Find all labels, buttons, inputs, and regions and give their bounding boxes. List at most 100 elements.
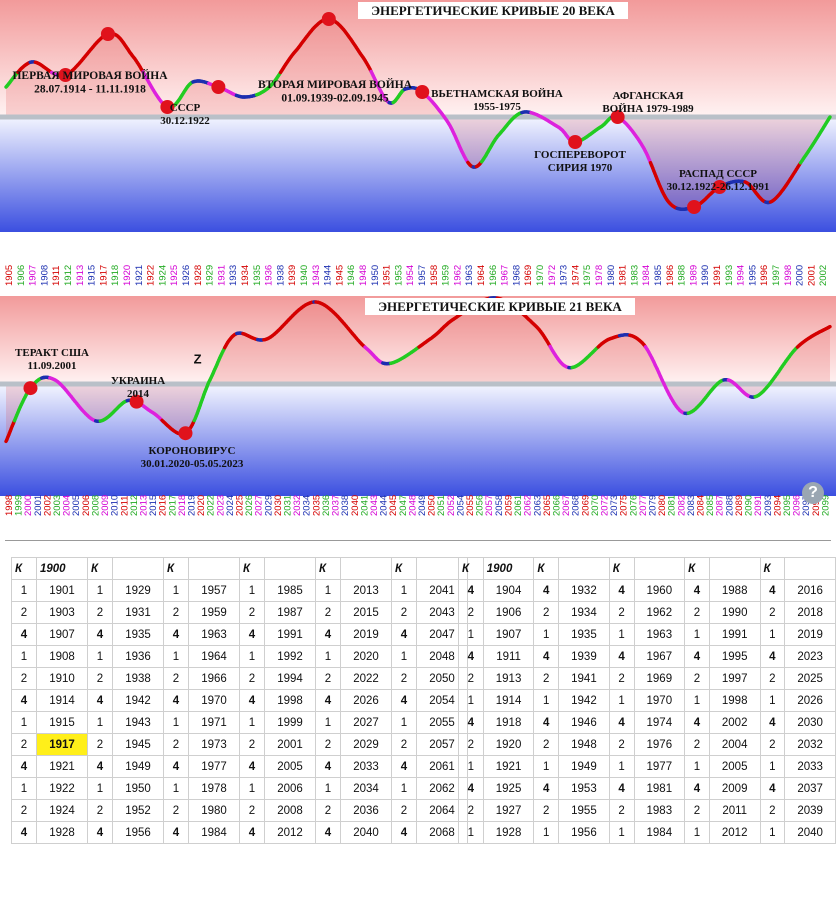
right-table-cell: 1990 — [708, 601, 761, 624]
left-table-cell: 4 — [391, 821, 417, 844]
right-table-cell: 2009 — [708, 777, 761, 800]
left-table-cell: 1970 — [188, 689, 240, 712]
right-table-cell: 2026 — [784, 689, 836, 712]
left-table-cell: 4 — [11, 821, 37, 844]
right-table-row: 2 1906 2 1934 2 1962 2 1990 2 2018 — [458, 601, 836, 624]
right-table-cell: 1927 — [482, 799, 535, 822]
x-tick-label: 1913 — [75, 265, 86, 286]
right-table-cell: 1991 — [708, 623, 761, 646]
left-table-cell: 1991 — [264, 623, 316, 646]
right-table-cell: 2 — [759, 733, 786, 756]
x-tick-label: 2018 — [177, 495, 188, 516]
left-table-cell: 1910 — [36, 667, 88, 690]
left-table-header-cell: К — [239, 557, 265, 580]
x-tick-label: 2017 — [167, 495, 178, 516]
right-table-cell: 1974 — [633, 711, 686, 734]
event-label: ВТОРАЯ МИРОВАЯ ВОЙНА — [258, 77, 413, 91]
right-table-cell: 1939 — [558, 645, 610, 668]
right-table-cell: 2023 — [784, 645, 836, 668]
left-table-row: 1 1901 1 1929 1 1957 1 1985 1 2013 1 2041 — [11, 579, 468, 602]
x-tick-label: 2080 — [657, 495, 668, 516]
event-label: ПЕРВАЯ МИРОВАЯ ВОЙНА — [12, 68, 168, 82]
left-table-cell: 2055 — [416, 711, 468, 734]
x-tick-label: 1921 — [134, 265, 145, 286]
left-table-cell: 1921 — [36, 755, 88, 778]
x-tick-label: 2088 — [724, 495, 735, 516]
x-tick-label: 1926 — [181, 265, 192, 286]
right-table-cell: 4 — [759, 579, 786, 602]
right-table-cell: 1 — [759, 689, 786, 712]
right-table-cell: 1934 — [558, 601, 610, 624]
left-table-cell: 1952 — [112, 799, 164, 822]
x-tick-label: 1929 — [205, 265, 216, 286]
left-table-cell: 1 — [239, 645, 265, 668]
x-tick-label: 1973 — [559, 265, 570, 286]
right-table-cell: 1928 — [482, 821, 535, 844]
x-tick-label: 2010 — [110, 495, 121, 516]
left-table-cell: 1 — [391, 645, 417, 668]
right-table-cell: 2 — [608, 601, 635, 624]
x-tick-label: 1998 — [783, 265, 794, 286]
left-table-cell: 2027 — [340, 711, 392, 734]
help-icon[interactable]: ? — [802, 482, 824, 504]
left-table-row: 2 1917 2 1945 2 1973 2 2001 2 2029 2 2057 — [11, 733, 468, 756]
x-tick-label: 1963 — [464, 265, 475, 286]
right-table-cell: 4 — [458, 645, 484, 668]
right-table-cell: 2 — [458, 601, 484, 624]
left-table-cell: 1 — [11, 777, 37, 800]
right-table-row: 1 1928 1 1956 1 1984 1 2012 1 2040 — [458, 821, 836, 844]
event-label: УКРАИНА — [111, 375, 165, 387]
left-table-cell: 1901 — [36, 579, 88, 602]
right-table-row: 4 1911 4 1939 4 1967 4 1995 4 2023 — [458, 645, 836, 668]
left-table-cell: 1956 — [112, 821, 164, 844]
left-table-row: 4 1914 4 1942 4 1970 4 1998 4 2026 4 2054 — [11, 689, 468, 712]
x-tick-label: 1948 — [358, 265, 369, 286]
x-tick-label: 2077 — [638, 495, 649, 516]
right-table-row: 1 1907 1 1935 1 1963 1 1991 1 2019 — [458, 623, 836, 646]
x-tick-label: 1958 — [429, 265, 440, 286]
event-date: 11.09.2001 — [28, 360, 77, 372]
x-tick-label: 2065 — [542, 495, 553, 516]
right-table-row: 1 1914 1 1942 1 1970 1 1998 1 2026 — [458, 689, 836, 712]
right-table-cell: 4 — [533, 579, 560, 602]
x-tick-label: 1908 — [39, 265, 50, 286]
left-table-cell: 2 — [315, 799, 341, 822]
x-tick-label: 1915 — [87, 265, 98, 286]
left-table-cell: 1 — [239, 777, 265, 800]
x-tick-label: 2012 — [129, 495, 140, 516]
x-tick-label: 2013 — [139, 495, 150, 516]
left-table-cell: 2 — [391, 733, 417, 756]
left-table-cell: 1915 — [36, 711, 88, 734]
right-table-cell: 1 — [608, 623, 635, 646]
right-table-cell: 1 — [458, 755, 484, 778]
left-table-header-cell: К — [315, 557, 341, 580]
right-table-cell: 1946 — [558, 711, 610, 734]
x-tick-label: 1996 — [759, 265, 770, 286]
cycle-table-right: К 1900 К К К К 4 1904 4 1932 4 1960 4 1988 4 2016 2 1906 2… — [458, 557, 836, 844]
left-table-cell: 2041 — [416, 579, 468, 602]
right-table-header-cell — [708, 557, 761, 580]
x-tick-label: 2087 — [715, 495, 726, 516]
left-table-cell: 2 — [11, 667, 37, 690]
x-tick-label: 2055 — [465, 495, 476, 516]
right-table-cell: 1988 — [708, 579, 761, 602]
x-tick-label: 2019 — [187, 495, 198, 516]
x-tick-label: 2024 — [225, 495, 236, 516]
x-tick-label: 1983 — [629, 265, 640, 286]
left-table-cell: 2 — [315, 601, 341, 624]
x-tick-label: 1943 — [311, 265, 322, 286]
x-tick-label: 2031 — [283, 495, 294, 516]
left-table-cell: 4 — [163, 755, 189, 778]
x-tick-label: 1928 — [193, 265, 204, 286]
x-tick-label: 2038 — [340, 495, 351, 516]
left-table-cell: 2 — [315, 667, 341, 690]
left-table-cell: 4 — [239, 821, 265, 844]
right-table-cell: 4 — [458, 711, 484, 734]
right-table-cell: 1 — [533, 821, 560, 844]
x-tick-label: 1974 — [570, 265, 581, 286]
x-tick-label: 1962 — [452, 265, 463, 286]
left-table-cell: 1924 — [36, 799, 88, 822]
left-table-cell: 1945 — [112, 733, 164, 756]
left-table-cell: 2 — [391, 601, 417, 624]
left-table-cell: 1 — [239, 711, 265, 734]
